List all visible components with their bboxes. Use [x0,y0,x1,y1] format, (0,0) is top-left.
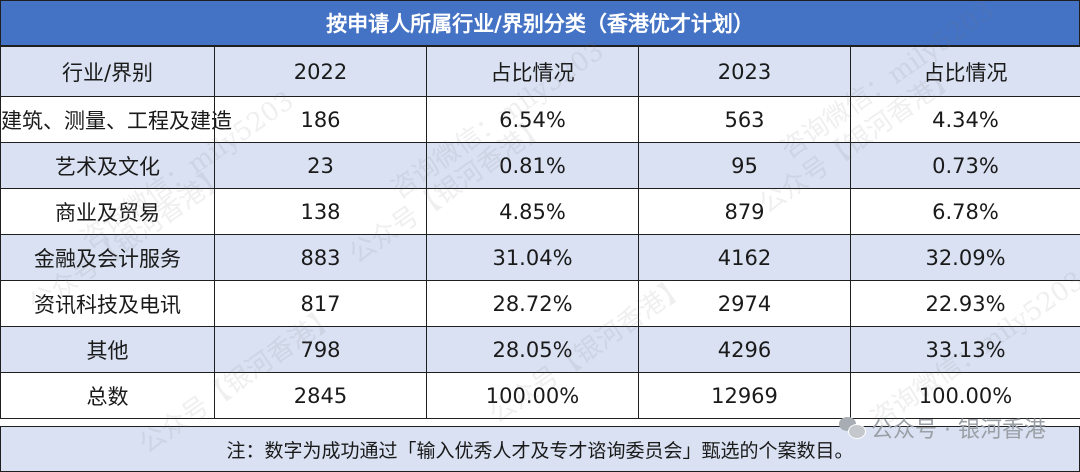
table-row: 其他 798 28.05% 4296 33.13% [0,326,1080,373]
industry-cell: 金融及会计服务 [0,234,215,281]
count-2023-cell: 2974 [638,280,851,327]
share-2022-cell: 6.54% [426,96,639,143]
table-row: 资讯科技及电讯 817 28.72% 2974 22.93% [0,280,1080,327]
count-2022-cell: 817 [214,280,427,327]
share-2022-cell: 31.04% [426,234,639,281]
count-2023-cell: 95 [638,142,851,189]
table-row: 艺术及文化 23 0.81% 95 0.73% [0,142,1080,189]
industry-cell: 总数 [0,372,215,419]
table-row: 建筑、测量、工程及建造 186 6.54% 563 4.34% [0,96,1080,143]
count-2023-cell: 4162 [638,234,851,281]
count-2022-cell: 883 [214,234,427,281]
count-2022-cell: 798 [214,326,427,373]
count-2023-cell: 12969 [638,372,851,419]
header-share-2022: 占比情况 [426,46,639,97]
share-2022-cell: 4.85% [426,188,639,235]
share-2023-cell: 100.00% [850,372,1080,419]
table-title: 按申请人所属行业/界别分类（香港优才计划） [0,0,1080,46]
industry-cell: 商业及贸易 [0,188,215,235]
share-2023-cell: 4.34% [850,96,1080,143]
share-2023-cell: 22.93% [850,280,1080,327]
count-2023-cell: 4296 [638,326,851,373]
header-row: 行业/界别 2022 占比情况 2023 占比情况 [0,46,1080,97]
header-share-2023: 占比情况 [850,46,1080,97]
wechat-icon [839,417,867,439]
count-2022-cell: 138 [214,188,427,235]
industry-table: 行业/界别 2022 占比情况 2023 占比情况 建筑、测量、工程及建造 18… [0,46,1080,419]
count-2023-cell: 563 [638,96,851,143]
industry-cell: 其他 [0,326,215,373]
share-2023-cell: 33.13% [850,326,1080,373]
header-industry: 行业/界别 [0,46,215,97]
count-2022-cell: 2845 [214,372,427,419]
industry-cell: 艺术及文化 [0,142,215,189]
industry-cell: 资讯科技及电讯 [0,280,215,327]
share-2023-cell: 0.73% [850,142,1080,189]
wechat-badge: 公众号 · 银河香港 [839,412,1046,444]
share-2022-cell: 0.81% [426,142,639,189]
header-2022: 2022 [214,46,427,97]
table-row: 商业及贸易 138 4.85% 879 6.78% [0,188,1080,235]
industry-cell: 建筑、测量、工程及建造 [0,96,232,143]
count-2022-cell: 23 [214,142,427,189]
share-2022-cell: 100.00% [426,372,639,419]
share-2023-cell: 6.78% [850,188,1080,235]
share-2023-cell: 32.09% [850,234,1080,281]
count-2022-cell: 186 [214,96,427,143]
header-2023: 2023 [638,46,851,97]
count-2023-cell: 879 [638,188,851,235]
share-2022-cell: 28.05% [426,326,639,373]
wechat-badge-label: 公众号 · 银河香港 [871,418,1046,443]
table-row: 金融及会计服务 883 31.04% 4162 32.09% [0,234,1080,281]
footnote: 注：数字为成功通过「输入优秀人才及专才谘询委员会」甄选的个案数目。 [0,426,1080,472]
table-row-total: 总数 2845 100.00% 12969 100.00% [0,372,1080,419]
share-2022-cell: 28.72% [426,280,639,327]
